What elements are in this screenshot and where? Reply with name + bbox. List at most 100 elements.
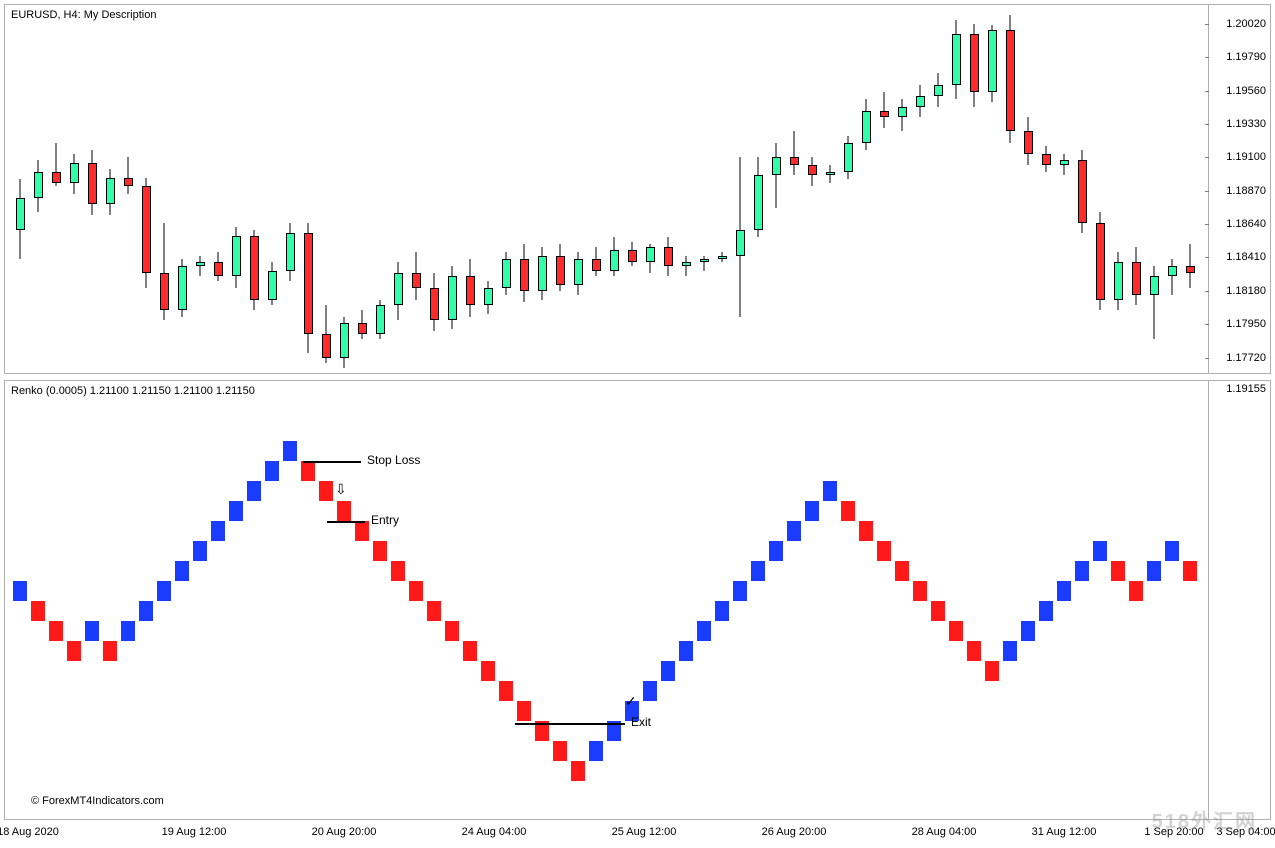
renko-brick[interactable]: [1129, 581, 1143, 601]
renko-brick[interactable]: [67, 641, 81, 661]
candle[interactable]: [646, 5, 655, 375]
candle[interactable]: [556, 5, 565, 375]
candle[interactable]: [340, 5, 349, 375]
candle[interactable]: [1042, 5, 1051, 375]
renko-brick[interactable]: [859, 521, 873, 541]
renko-brick[interactable]: [1165, 541, 1179, 561]
renko-brick[interactable]: [751, 561, 765, 581]
candle[interactable]: [1150, 5, 1159, 375]
candle[interactable]: [142, 5, 151, 375]
candle[interactable]: [214, 5, 223, 375]
candle[interactable]: [736, 5, 745, 375]
renko-panel[interactable]: Renko (0.0005) 1.21100 1.21150 1.21100 1…: [4, 380, 1271, 820]
candle[interactable]: [988, 5, 997, 375]
candle[interactable]: [700, 5, 709, 375]
renko-brick[interactable]: [499, 681, 513, 701]
candle[interactable]: [952, 5, 961, 375]
candle[interactable]: [1078, 5, 1087, 375]
renko-brick[interactable]: [319, 481, 333, 501]
renko-brick[interactable]: [517, 701, 531, 721]
candle[interactable]: [1006, 5, 1015, 375]
candle[interactable]: [574, 5, 583, 375]
renko-brick[interactable]: [679, 641, 693, 661]
renko-brick[interactable]: [463, 641, 477, 661]
renko-brick[interactable]: [427, 601, 441, 621]
renko-brick[interactable]: [895, 561, 909, 581]
candle[interactable]: [70, 5, 79, 375]
renko-brick[interactable]: [13, 581, 27, 601]
renko-brick[interactable]: [805, 501, 819, 521]
candle[interactable]: [502, 5, 511, 375]
renko-brick[interactable]: [787, 521, 801, 541]
candle[interactable]: [1168, 5, 1177, 375]
candle[interactable]: [520, 5, 529, 375]
renko-brick[interactable]: [1003, 641, 1017, 661]
candle[interactable]: [106, 5, 115, 375]
renko-brick[interactable]: [661, 661, 675, 681]
candle[interactable]: [880, 5, 889, 375]
renko-brick[interactable]: [31, 601, 45, 621]
renko-brick[interactable]: [841, 501, 855, 521]
candle[interactable]: [52, 5, 61, 375]
renko-brick[interactable]: [373, 541, 387, 561]
candle[interactable]: [484, 5, 493, 375]
candle[interactable]: [124, 5, 133, 375]
renko-brick[interactable]: [283, 441, 297, 461]
candle[interactable]: [916, 5, 925, 375]
renko-brick[interactable]: [733, 581, 747, 601]
candle[interactable]: [88, 5, 97, 375]
candle[interactable]: [898, 5, 907, 375]
renko-brick[interactable]: [1039, 601, 1053, 621]
candle[interactable]: [448, 5, 457, 375]
candle[interactable]: [394, 5, 403, 375]
candle[interactable]: [772, 5, 781, 375]
renko-brick[interactable]: [1057, 581, 1071, 601]
renko-brick[interactable]: [967, 641, 981, 661]
candle[interactable]: [16, 5, 25, 375]
candle[interactable]: [610, 5, 619, 375]
candle[interactable]: [196, 5, 205, 375]
renko-brick[interactable]: [985, 661, 999, 681]
renko-brick[interactable]: [823, 481, 837, 501]
candle[interactable]: [1096, 5, 1105, 375]
candle[interactable]: [754, 5, 763, 375]
candle[interactable]: [790, 5, 799, 375]
renko-brick[interactable]: [1093, 541, 1107, 561]
renko-brick[interactable]: [643, 681, 657, 701]
candle[interactable]: [718, 5, 727, 375]
candle[interactable]: [160, 5, 169, 375]
renko-brick[interactable]: [445, 621, 459, 641]
candle[interactable]: [1060, 5, 1069, 375]
renko-brick[interactable]: [913, 581, 927, 601]
renko-brick[interactable]: [157, 581, 171, 601]
candle[interactable]: [664, 5, 673, 375]
renko-brick[interactable]: [301, 461, 315, 481]
renko-brick[interactable]: [409, 581, 423, 601]
renko-brick[interactable]: [193, 541, 207, 561]
candle[interactable]: [304, 5, 313, 375]
renko-brick[interactable]: [49, 621, 63, 641]
candle[interactable]: [430, 5, 439, 375]
renko-brick[interactable]: [103, 641, 117, 661]
renko-brick[interactable]: [337, 501, 351, 521]
renko-brick[interactable]: [391, 561, 405, 581]
renko-plot-area[interactable]: Stop LossEntryExit⇩✓: [5, 381, 1210, 819]
renko-brick[interactable]: [1111, 561, 1125, 581]
candle[interactable]: [232, 5, 241, 375]
candle[interactable]: [178, 5, 187, 375]
renko-brick[interactable]: [481, 661, 495, 681]
candle[interactable]: [1024, 5, 1033, 375]
renko-brick[interactable]: [553, 741, 567, 761]
candle[interactable]: [322, 5, 331, 375]
renko-brick[interactable]: [247, 481, 261, 501]
renko-brick[interactable]: [1075, 561, 1089, 581]
candle[interactable]: [592, 5, 601, 375]
candle[interactable]: [250, 5, 259, 375]
renko-brick[interactable]: [1021, 621, 1035, 641]
candle[interactable]: [862, 5, 871, 375]
candle[interactable]: [844, 5, 853, 375]
renko-brick[interactable]: [877, 541, 891, 561]
candle[interactable]: [1132, 5, 1141, 375]
candle[interactable]: [1186, 5, 1195, 375]
renko-brick[interactable]: [715, 601, 729, 621]
